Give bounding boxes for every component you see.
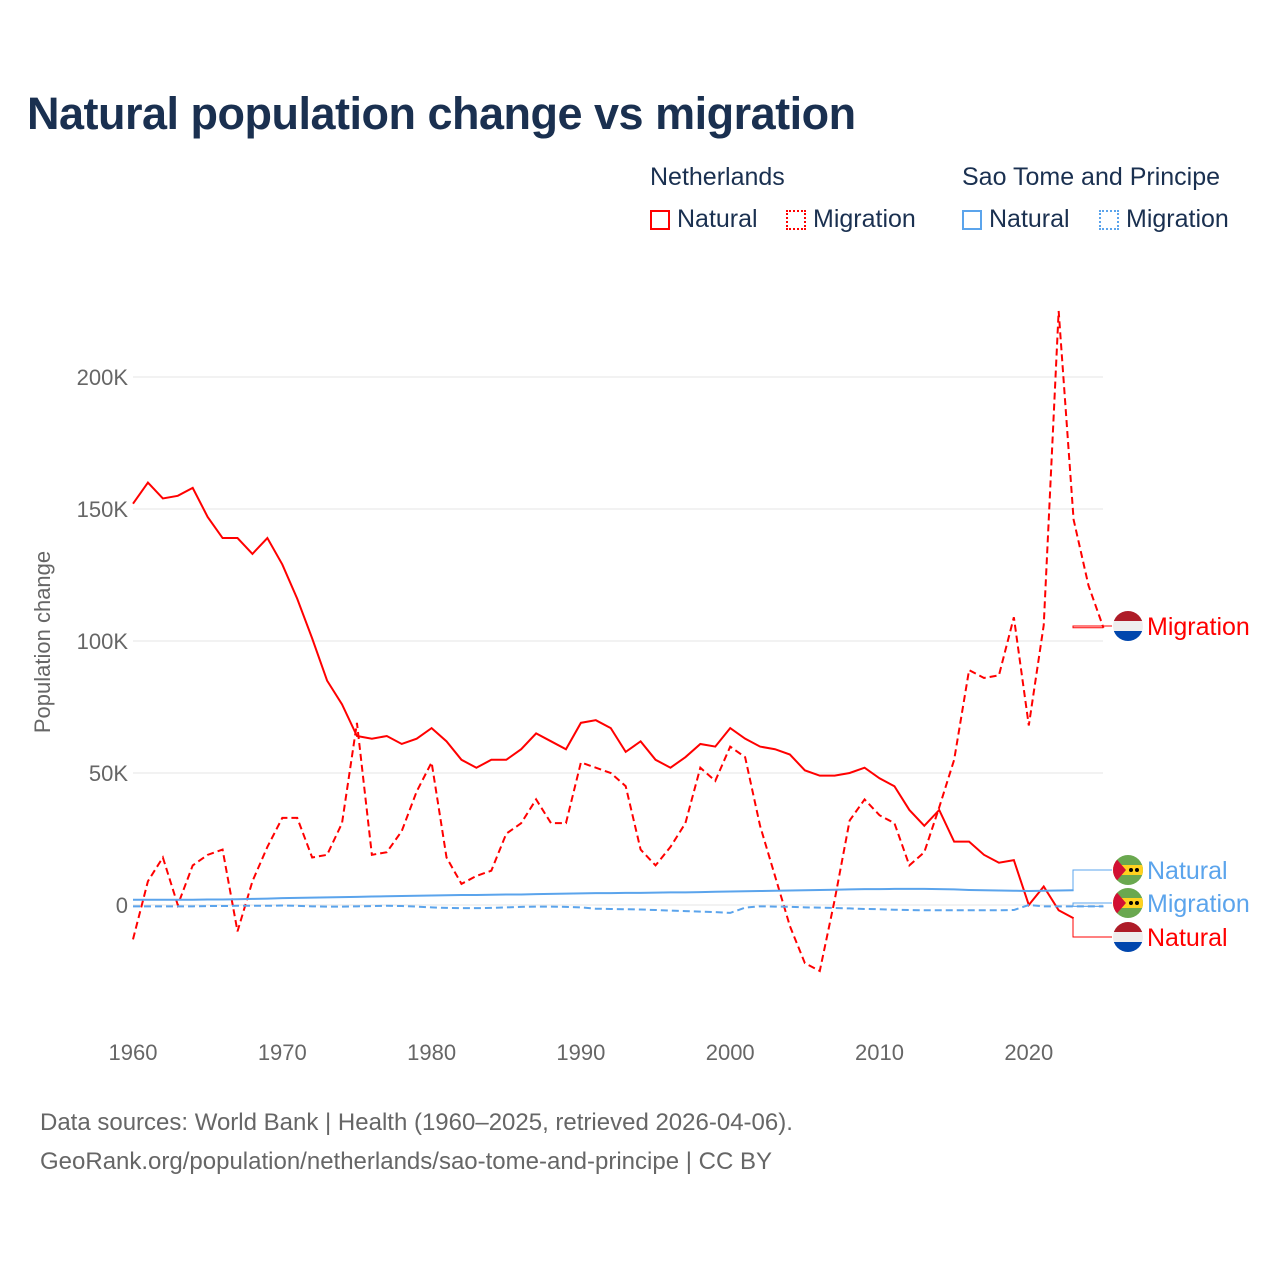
x-tick-label: 2000 (706, 1040, 755, 1065)
sao-tome-flag-icon (1113, 855, 1143, 885)
x-tick-label: 2010 (855, 1040, 904, 1065)
x-tick-label: 1990 (556, 1040, 605, 1065)
legend-label: Natural (677, 205, 758, 233)
legend-swatch-solid (650, 209, 670, 230)
series-line-sao-tome-and-principe-migration[interactable] (133, 903, 1104, 914)
chart-title: Natural population change vs migration (27, 88, 856, 139)
y-axis-label: Population change (30, 551, 55, 733)
legend-swatch-dotted (786, 209, 806, 230)
legend-swatch-dotted (1099, 209, 1119, 230)
label-connector (1072, 902, 1112, 907)
series-end-label: Natural (1147, 857, 1228, 885)
footer-sources: Data sources: World Bank | Health (1960–… (40, 1109, 793, 1136)
series-end-label: Migration (1147, 613, 1250, 641)
legend-group-netherlands: Netherlands (650, 163, 785, 191)
y-tick-label: 0 (116, 893, 128, 918)
netherlands-flag-icon (1113, 611, 1143, 641)
y-tick-label: 100K (77, 629, 129, 654)
x-tick-label: 1960 (109, 1040, 158, 1065)
label-connector (1072, 869, 1112, 891)
legend-nl-natural[interactable]: Natural (650, 205, 758, 234)
legend-label: Migration (1126, 205, 1229, 233)
legend-stp-migration[interactable]: Migration (1099, 205, 1229, 234)
x-tick-label: 1980 (407, 1040, 456, 1065)
x-tick-label: 1970 (258, 1040, 307, 1065)
series-end-label: Migration (1147, 890, 1250, 918)
netherlands-flag-icon (1113, 922, 1143, 952)
legend-group-stp: Sao Tome and Principe (962, 163, 1221, 191)
legend-label: Natural (989, 205, 1070, 233)
label-connector (1072, 625, 1112, 629)
series-line-sao-tome-and-principe-natural[interactable] (133, 887, 1074, 901)
series-line-netherlands-natural[interactable] (132, 481, 1075, 920)
legend-label: Migration (813, 205, 916, 233)
legend-stp-natural[interactable]: Natural (962, 205, 1070, 234)
series-line-netherlands-migration[interactable] (132, 310, 1105, 973)
y-tick-label: 200K (77, 365, 129, 390)
legend-swatch-solid (962, 209, 982, 230)
series-end-label: Natural (1147, 924, 1228, 952)
x-tick-label: 2020 (1004, 1040, 1053, 1065)
legend-nl-migration[interactable]: Migration (786, 205, 916, 234)
footer-url[interactable]: GeoRank.org/population/netherlands/sao-t… (40, 1148, 772, 1175)
sao-tome-flag-icon (1113, 888, 1143, 918)
label-connector (1072, 917, 1112, 938)
y-tick-label: 50K (89, 761, 128, 786)
y-tick-label: 150K (77, 497, 129, 522)
